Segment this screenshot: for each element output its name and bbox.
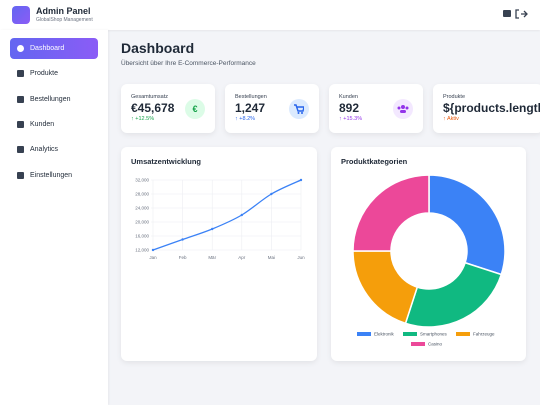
logo (12, 6, 30, 24)
stat-value: 1,247 (235, 101, 266, 115)
header: Admin Panel GlobalShop Management (0, 0, 540, 30)
nav-icon (17, 171, 24, 179)
point (151, 248, 155, 252)
nav-label: Dashboard (30, 45, 65, 52)
slice (352, 250, 419, 325)
stat-card: Produkte ${products.length} ↑ Aktiv (433, 84, 540, 133)
slice (404, 261, 503, 328)
stat-label: Gesamtumsatz (131, 94, 168, 100)
stat-icon (393, 99, 413, 119)
nav-item[interactable]: Bestellungen (10, 89, 98, 110)
header-icons[interactable] (502, 8, 530, 20)
x-tick-label: Mär (208, 255, 216, 260)
point (181, 238, 184, 241)
line-chart: Umsatzentwicklung 12,000 16,000 20,000 24,00… (131, 157, 305, 260)
x-tick-label: Jun (297, 255, 305, 260)
stat-change: ↑ +15.3% (339, 116, 363, 122)
nav-item[interactable]: Kunden (10, 114, 98, 135)
nav-label: Analytics (30, 146, 59, 154)
point (211, 227, 214, 231)
slice (352, 174, 430, 252)
pie-chart: Produktkategorien Elektronik Smartphones Fa… (341, 157, 506, 347)
nav-label: Bestellungen (30, 95, 71, 103)
legend-label: Casino (428, 342, 443, 347)
nav-label: Produkte (30, 70, 59, 78)
stat-value: 892 (339, 101, 360, 115)
nav-item[interactable]: Dashboard (10, 38, 98, 59)
stat-label: Kunden (339, 94, 358, 100)
nav-icon (17, 45, 24, 52)
stat-label: Produkte (443, 94, 466, 100)
app-title: Admin Panel (36, 6, 91, 16)
sidebar: Dashboard Produkte Bestellungen Kunden Analy… (0, 30, 108, 405)
nav-item[interactable]: Analytics (10, 139, 98, 160)
y-tick-label: 12,000 (135, 248, 149, 253)
nav-label: Einstellungen (30, 171, 73, 179)
nav-icon (17, 120, 24, 128)
stat-change: ↑ Aktiv (443, 116, 459, 122)
x-tick-label: Feb (179, 255, 187, 260)
point (299, 178, 303, 182)
slice (428, 174, 506, 276)
legend-swatch (357, 332, 371, 336)
stat-icon (289, 99, 309, 119)
legend-label: Elektronik (374, 332, 395, 337)
nav-icon (17, 146, 24, 154)
line (152, 179, 302, 251)
stat-card: Gesamtumsatz €45,678 ↑ +12.5% € (121, 84, 215, 133)
x-tick-label: Jan (149, 255, 157, 260)
stat-value: €45,678 (131, 101, 175, 115)
stat-change: ↑ +12.5% (131, 116, 155, 122)
legend-label: Smartphones (420, 332, 448, 337)
nav-item[interactable]: Einstellungen (10, 165, 98, 186)
nav-icon (17, 70, 24, 78)
point (240, 213, 243, 217)
nav-icon (17, 95, 24, 103)
nav-label: Kunden (30, 120, 55, 128)
stat-value: ${products.length} (443, 101, 540, 115)
y-tick-label: 20,000 (135, 220, 149, 225)
legend-swatch (456, 332, 470, 336)
nav-item[interactable]: Produkte (10, 63, 98, 84)
point (270, 192, 273, 196)
stat-icon: € (185, 99, 205, 119)
chart-title: Umsatzentwicklung (131, 157, 201, 166)
stat-label: Bestellungen (235, 94, 267, 100)
stat-change: ↑ +8.2% (235, 116, 256, 122)
app-subtitle: GlobalShop Management (36, 17, 93, 23)
y-tick-label: 24,000 (135, 206, 149, 211)
x-tick-label: Mai (268, 255, 275, 260)
chart-card: Umsatzentwicklung 12,000 16,000 20,000 24,00… (121, 147, 317, 361)
x-tick-label: Apr (238, 255, 246, 260)
legend-swatch (411, 342, 425, 346)
stat-card: Bestellungen 1,247 ↑ +8.2% (225, 84, 319, 133)
y-tick-label: 16,000 (135, 234, 149, 239)
page-subtitle: Übersicht über Ihre E-Commerce-Performan… (121, 60, 256, 67)
y-tick-label: 32,000 (135, 178, 149, 183)
chart-card: Produktkategorien Elektronik Smartphones Fa… (331, 147, 526, 361)
chart-title: Produktkategorien (341, 157, 408, 166)
legend-swatch (403, 332, 417, 336)
legend-label: Fahrzeuge (473, 332, 495, 337)
y-tick-label: 28,000 (135, 192, 149, 197)
stat-card: Kunden 892 ↑ +15.3% (329, 84, 423, 133)
page-title: Dashboard (121, 40, 195, 56)
